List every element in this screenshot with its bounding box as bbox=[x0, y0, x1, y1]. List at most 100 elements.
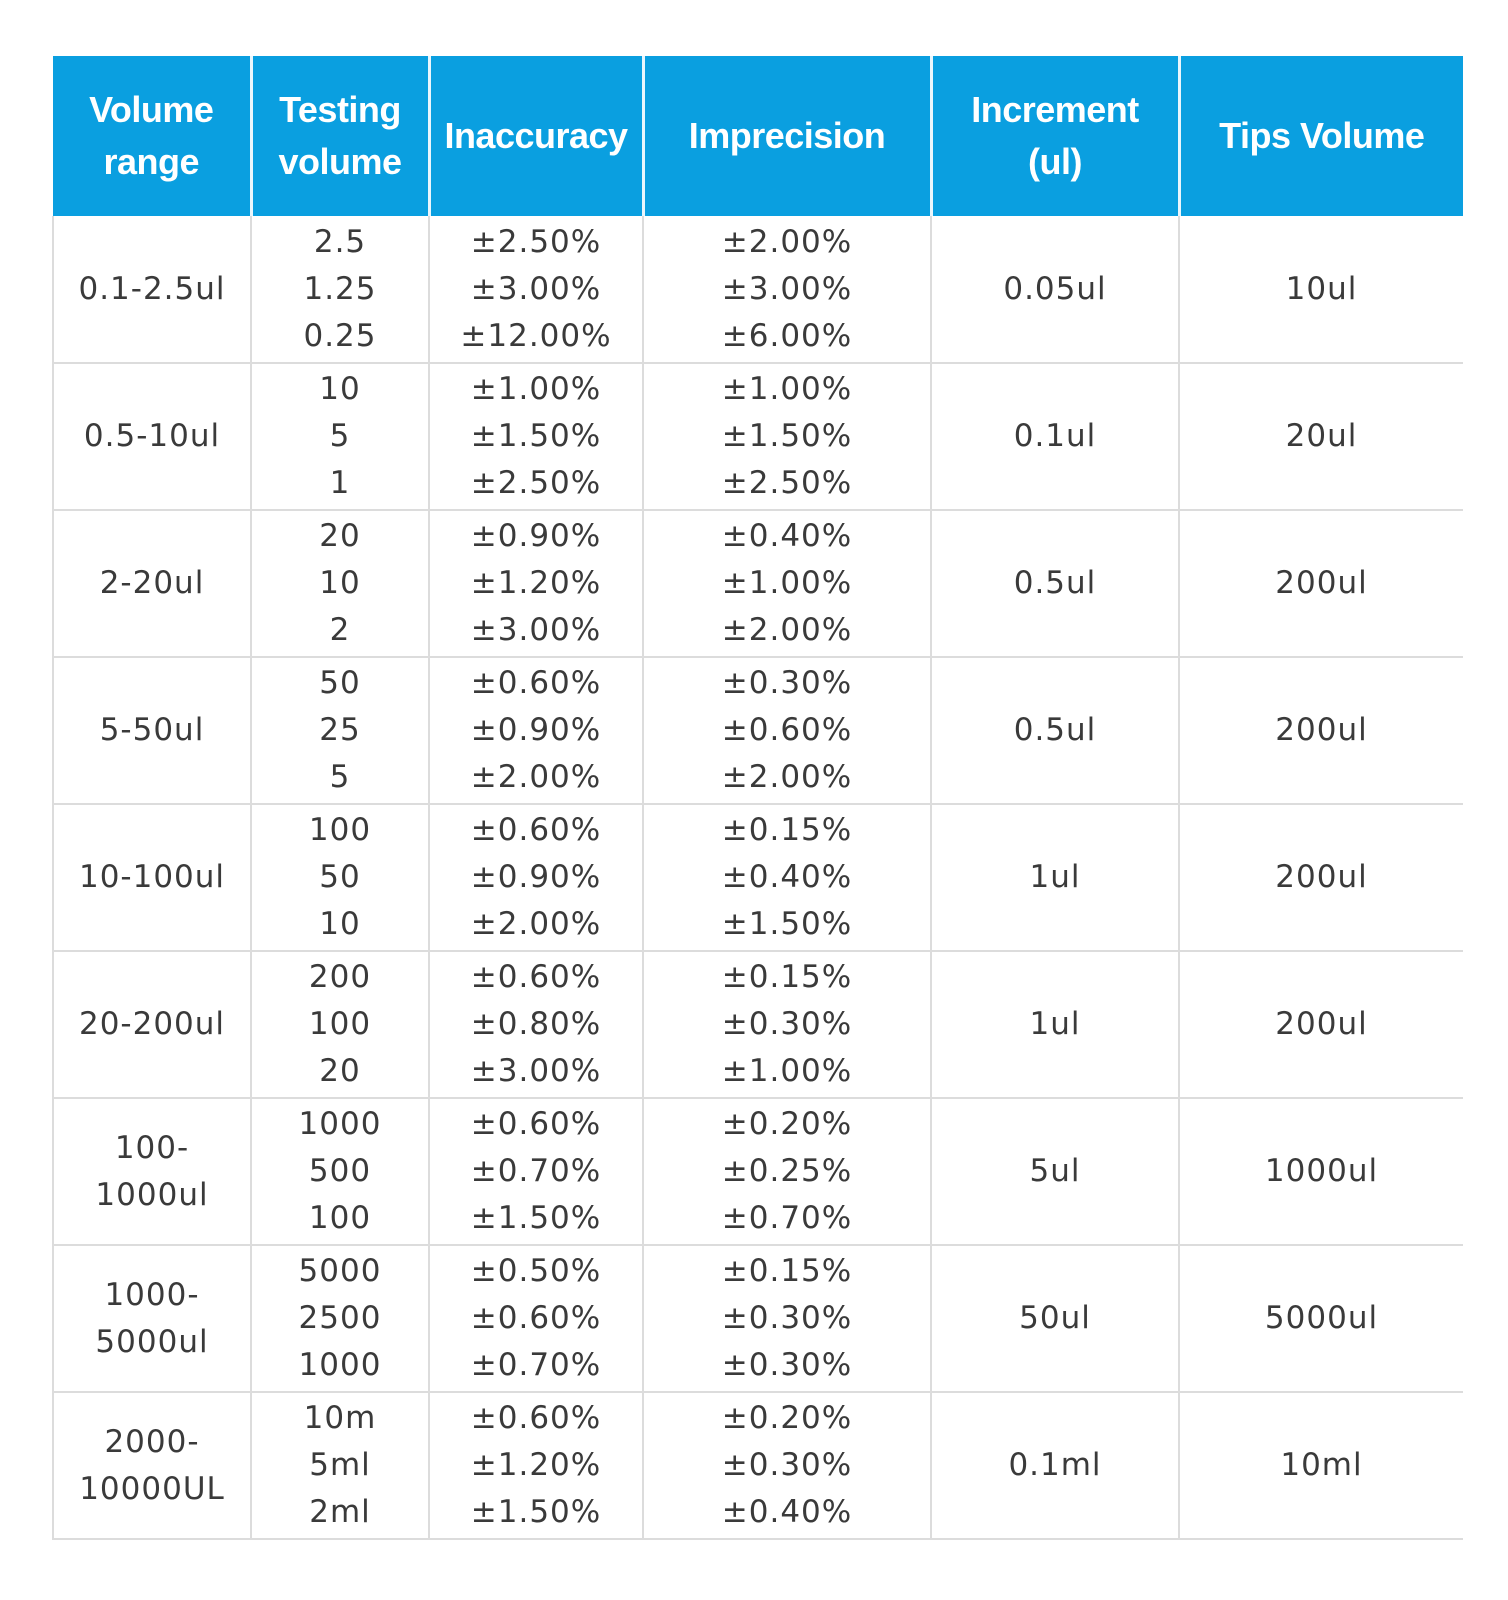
table-row: 5-50ul 50 25 5 ±0.60% ±0.90% ±2.00% ±0.30% ±0.60… bbox=[52, 657, 1463, 805]
increment-cell: 50ul bbox=[931, 1245, 1180, 1393]
table-row: 2000- 10000UL 10m 5ml 2ml ±0.60% ±1.20% ±1.50% ±… bbox=[52, 1392, 1463, 1540]
cell-value: ±0.90% bbox=[470, 712, 602, 748]
cell-value: 20 bbox=[319, 518, 361, 554]
cell-value: 20 bbox=[319, 1053, 361, 1089]
cell-value: ±0.30% bbox=[721, 1347, 853, 1383]
testing-volume-cell: 10 5 1 bbox=[251, 363, 430, 511]
volume-range-cell: 100- 1000ul bbox=[52, 1098, 252, 1246]
cell-value: ±0.70% bbox=[470, 1153, 602, 1189]
cell-value: ±6.00% bbox=[721, 317, 853, 354]
cell-value: 100 bbox=[308, 1006, 372, 1042]
cell-value: 1ul bbox=[1029, 1006, 1081, 1042]
cell-value: 5000ul bbox=[1264, 1300, 1379, 1336]
cell-value: 2ml bbox=[309, 1494, 371, 1530]
cell-value: ±1.00% bbox=[721, 565, 853, 601]
volume-range-cell: 1000- 5000ul bbox=[52, 1245, 252, 1393]
cell-value: 100 bbox=[308, 1200, 372, 1236]
volume-range-cell: 2000- 10000UL bbox=[52, 1392, 252, 1540]
cell-value: ±0.70% bbox=[721, 1200, 853, 1236]
cell-value: 1.25 bbox=[303, 270, 377, 307]
cell-value: 10ml bbox=[1280, 1447, 1363, 1483]
cell-value: ±1.00% bbox=[721, 1053, 853, 1089]
cell-value: ±0.60% bbox=[470, 1106, 602, 1142]
header-label-line: volume bbox=[278, 141, 402, 182]
table-row: 20-200ul 200 100 20 ±0.60% ±0.80% ±3.00% ±0.15%… bbox=[52, 951, 1463, 1099]
cell-value: 200 bbox=[308, 959, 372, 995]
cell-value: ±2.50% bbox=[721, 465, 853, 501]
cell-value: ±0.90% bbox=[470, 859, 602, 895]
cell-value: 0.1ml bbox=[1008, 1447, 1102, 1483]
cell-value: 1000 bbox=[298, 1347, 382, 1383]
increment-cell: 0.1ml bbox=[931, 1392, 1180, 1540]
cell-value: ±0.90% bbox=[470, 518, 602, 554]
header-label-line: Testing bbox=[279, 89, 401, 130]
cell-value: ±1.50% bbox=[721, 418, 853, 454]
cell-value: ±0.60% bbox=[470, 959, 602, 995]
imprecision-cell: ±0.15% ±0.40% ±1.50% bbox=[643, 804, 932, 952]
imprecision-cell: ±0.20% ±0.25% ±0.70% bbox=[643, 1098, 932, 1246]
imprecision-cell: ±0.20% ±0.30% ±0.40% bbox=[643, 1392, 932, 1540]
inaccuracy-cell: ±1.00% ±1.50% ±2.50% bbox=[429, 363, 644, 511]
tips-volume-cell: 200ul bbox=[1179, 657, 1463, 805]
imprecision-cell: ±0.30% ±0.60% ±2.00% bbox=[643, 657, 932, 805]
table-row: 10-100ul 100 50 10 ±0.60% ±0.90% ±2.00% ±0.15% ±… bbox=[52, 804, 1463, 952]
cell-value: 50ul bbox=[1019, 1300, 1091, 1336]
increment-cell: 0.5ul bbox=[931, 657, 1180, 805]
imprecision-cell: ±0.15% ±0.30% ±1.00% bbox=[643, 951, 932, 1099]
cell-value: 200ul bbox=[1275, 712, 1368, 748]
cell-value: 5ul bbox=[1029, 1153, 1081, 1189]
cell-value: ±0.50% bbox=[470, 1253, 602, 1289]
cell-value: 5ml bbox=[309, 1447, 371, 1483]
cell-value: 10 bbox=[319, 906, 361, 942]
cell-value: 25 bbox=[319, 712, 361, 748]
imprecision-cell: ±1.00% ±1.50% ±2.50% bbox=[643, 363, 932, 511]
cell-value: ±1.50% bbox=[470, 1494, 602, 1530]
header-label-line: Tips Volume bbox=[1219, 115, 1425, 156]
testing-volume-cell: 100 50 10 bbox=[251, 804, 430, 952]
cell-value: ±1.20% bbox=[470, 1447, 602, 1483]
table-header: Volume range Testing volume Inaccuracy Imprec… bbox=[53, 56, 1463, 216]
table-row: 0.5-10ul 10 5 1 ±1.00% ±1.50% ±2.50% ±1.00% ±1.5… bbox=[52, 363, 1463, 511]
cell-value: ±2.00% bbox=[470, 906, 602, 942]
cell-value: ±0.80% bbox=[470, 1006, 602, 1042]
cell-value: 2500 bbox=[298, 1300, 382, 1336]
cell-value: 0.1-2.5ul bbox=[78, 270, 226, 307]
cell-value: 1000- bbox=[104, 1276, 200, 1313]
cell-value: 5000 bbox=[298, 1253, 382, 1289]
inaccuracy-cell: ±0.60% ±0.70% ±1.50% bbox=[429, 1098, 644, 1246]
header-label-line: Volume bbox=[89, 89, 214, 130]
tips-volume-cell: 10ul bbox=[1179, 216, 1463, 364]
imprecision-cell: ±0.40% ±1.00% ±2.00% bbox=[643, 510, 932, 658]
cell-value: 0.5ul bbox=[1013, 712, 1097, 748]
inaccuracy-cell: ±0.60% ±0.90% ±2.00% bbox=[429, 657, 644, 805]
header-label-line: Increment bbox=[971, 89, 1139, 130]
cell-value: ±0.30% bbox=[721, 1447, 853, 1483]
cell-value: ±1.50% bbox=[470, 418, 602, 454]
cell-value: 20ul bbox=[1285, 418, 1358, 454]
cell-value: ±0.30% bbox=[721, 1006, 853, 1042]
cell-value: ±0.40% bbox=[721, 518, 853, 554]
cell-value: 0.05ul bbox=[1003, 270, 1107, 307]
cell-value: ±0.20% bbox=[721, 1400, 853, 1436]
cell-value: 20-200ul bbox=[78, 1006, 226, 1042]
cell-value: ±0.30% bbox=[721, 1300, 853, 1336]
cell-value: ±1.00% bbox=[470, 371, 602, 407]
header-label-line: Inaccuracy bbox=[444, 115, 628, 156]
cell-value: ±3.00% bbox=[470, 1053, 602, 1089]
cell-value: 1000 bbox=[298, 1106, 382, 1142]
header-label-line: (ul) bbox=[1028, 141, 1082, 182]
cell-value: 10m bbox=[303, 1400, 377, 1436]
increment-cell: 0.05ul bbox=[931, 216, 1180, 364]
cell-value: 10-100ul bbox=[78, 859, 226, 895]
cell-value: 1ul bbox=[1029, 859, 1081, 895]
testing-volume-cell: 2.5 1.25 0.25 bbox=[251, 216, 430, 364]
cell-value: 10 bbox=[319, 565, 361, 601]
testing-volume-cell: 200 100 20 bbox=[251, 951, 430, 1099]
imprecision-cell: ±2.00% ±3.00% ±6.00% bbox=[643, 216, 932, 364]
cell-value: 2-20ul bbox=[99, 565, 205, 601]
volume-range-cell: 2-20ul bbox=[52, 510, 252, 658]
cell-value: ±3.00% bbox=[721, 270, 853, 307]
increment-cell: 1ul bbox=[931, 804, 1180, 952]
volume-range-cell: 0.1-2.5ul bbox=[52, 216, 252, 364]
cell-value: ±1.50% bbox=[470, 1200, 602, 1236]
